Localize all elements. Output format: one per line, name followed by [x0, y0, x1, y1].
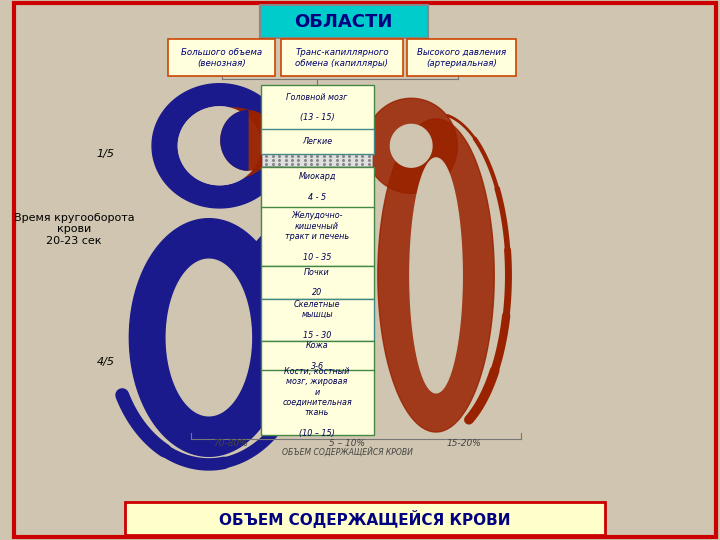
- FancyBboxPatch shape: [261, 167, 374, 208]
- FancyBboxPatch shape: [407, 39, 516, 76]
- Text: Желудочно-
кишечный
тракт и печень

10 - 35: Желудочно- кишечный тракт и печень 10 - …: [285, 212, 349, 262]
- Polygon shape: [179, 107, 261, 185]
- Text: Высокого давления
(артериальная): Высокого давления (артериальная): [417, 48, 506, 68]
- FancyBboxPatch shape: [262, 154, 372, 166]
- Polygon shape: [410, 158, 462, 393]
- Polygon shape: [166, 259, 251, 416]
- Text: Большого объема
(венозная): Большого объема (венозная): [181, 48, 262, 68]
- FancyBboxPatch shape: [168, 39, 275, 76]
- Text: ОБЪЕМ СОДЕРЖАЩЕЙСЯ КРОВИ: ОБЪЕМ СОДЕРЖАЩЕЙСЯ КРОВИ: [282, 447, 413, 457]
- Polygon shape: [294, 173, 372, 248]
- Text: Легкие: Легкие: [302, 137, 332, 146]
- FancyBboxPatch shape: [261, 207, 374, 266]
- FancyBboxPatch shape: [125, 502, 605, 535]
- Text: ОБЪЕМ СОДЕРЖАЩЕЙСЯ КРОВИ: ОБЪЕМ СОДЕРЖАЩЕЙСЯ КРОВИ: [220, 510, 510, 528]
- Text: 4/5: 4/5: [97, 357, 115, 367]
- Polygon shape: [194, 108, 273, 178]
- Text: ОБЛАСТИ: ОБЛАСТИ: [294, 13, 393, 31]
- FancyBboxPatch shape: [282, 39, 402, 76]
- Polygon shape: [179, 107, 261, 185]
- FancyBboxPatch shape: [260, 5, 428, 38]
- Polygon shape: [130, 219, 289, 456]
- FancyBboxPatch shape: [261, 266, 374, 299]
- FancyBboxPatch shape: [261, 370, 374, 435]
- Text: Миокард

4 - 5: Миокард 4 - 5: [298, 172, 336, 202]
- Polygon shape: [221, 111, 275, 170]
- Polygon shape: [294, 173, 333, 248]
- FancyBboxPatch shape: [261, 129, 374, 154]
- Polygon shape: [152, 84, 287, 208]
- Text: Транс-капиллярного
обмена (капилляры): Транс-капиллярного обмена (капилляры): [295, 48, 389, 68]
- Text: Головной мозг

(13 - 15): Головной мозг (13 - 15): [287, 92, 348, 123]
- Polygon shape: [378, 119, 494, 432]
- Polygon shape: [365, 98, 457, 193]
- Text: 1/5: 1/5: [97, 149, 115, 159]
- Polygon shape: [390, 124, 432, 167]
- FancyBboxPatch shape: [261, 299, 374, 341]
- FancyBboxPatch shape: [261, 85, 374, 130]
- Polygon shape: [221, 111, 248, 170]
- Text: Почки

20: Почки 20: [305, 267, 330, 298]
- Text: 5 – 10%: 5 – 10%: [329, 439, 365, 448]
- Text: 70-80%: 70-80%: [213, 439, 248, 448]
- Text: Кости, костный
мозг, жировая
и
соединительная
ткань

(10 – 15): Кости, костный мозг, жировая и соедините…: [282, 367, 352, 438]
- Text: Время кругооборота
крови
20-23 сек: Время кругооборота крови 20-23 сек: [14, 213, 135, 246]
- Text: 15-20%: 15-20%: [447, 439, 482, 448]
- FancyBboxPatch shape: [14, 3, 716, 537]
- FancyBboxPatch shape: [261, 341, 374, 371]
- Text: Кожа

3-6: Кожа 3-6: [306, 341, 328, 371]
- Text: Скелетные
мышцы

15 - 30: Скелетные мышцы 15 - 30: [294, 300, 341, 340]
